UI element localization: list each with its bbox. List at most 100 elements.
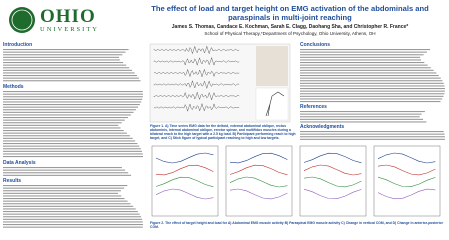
text-line: [3, 216, 142, 218]
emg-trace: [153, 45, 240, 55]
text-line: [300, 56, 421, 58]
text-line: [3, 135, 130, 137]
text-line: [3, 96, 143, 98]
section-heading: Acknowledgments: [300, 124, 345, 130]
text-line: [3, 153, 143, 155]
logo-seal-ring: [11, 9, 33, 31]
artwork: [3, 7, 445, 228]
text-line: [300, 95, 444, 97]
text-line: [300, 101, 441, 103]
text-line: [300, 67, 431, 69]
figure-2-line: [229, 176, 288, 188]
figure-2-line: [155, 164, 214, 176]
text-line: [300, 49, 431, 51]
figure-2-line: [377, 164, 436, 176]
text-line: [3, 226, 143, 228]
text-line: [3, 117, 128, 119]
text-line: [3, 59, 120, 61]
text-line: [3, 127, 121, 129]
figure-2-caption: Figure 2. The effect of target height an…: [150, 221, 443, 229]
figure-2-line: [229, 188, 288, 200]
text-line: [300, 64, 428, 66]
text-line: [3, 150, 142, 152]
text-line: [3, 172, 129, 174]
text-line: [3, 98, 143, 100]
figure-2-line: [155, 176, 214, 188]
text-line: [3, 169, 126, 171]
text-line: [3, 64, 127, 66]
text-line: [3, 224, 143, 226]
section-heading: Data Analysis: [3, 160, 36, 166]
figure-2-line: [377, 188, 436, 200]
figure-2-line: [303, 164, 362, 176]
text-line: [3, 54, 123, 56]
text-line: [300, 72, 437, 74]
figure-2-panel: [225, 145, 293, 217]
text-line: [3, 137, 133, 139]
text-line: [300, 80, 443, 82]
text-line: [3, 185, 128, 187]
figure-2-line: [303, 188, 362, 200]
figure-2-line: [229, 152, 288, 164]
text-line: [300, 77, 441, 79]
text-line: [3, 130, 124, 132]
section-heading: Conclusions: [300, 42, 331, 48]
text-line: [300, 93, 445, 95]
text-line: [3, 174, 132, 176]
text-line: [3, 114, 131, 116]
emg-trace: [153, 80, 240, 90]
section-heading: Results: [3, 178, 22, 184]
text-line: [3, 195, 122, 197]
text-line: [3, 205, 134, 207]
text-line: [3, 167, 122, 169]
text-line: [300, 113, 422, 115]
figure-2-line: [303, 176, 362, 188]
text-line: [300, 98, 443, 100]
emg-trace: [153, 103, 240, 112]
text-line: [3, 140, 136, 142]
text-line: [300, 88, 445, 90]
text-line: [3, 49, 129, 51]
text-line: [3, 187, 125, 189]
text-line: [3, 51, 126, 53]
text-line: [3, 106, 139, 108]
text-line: [3, 101, 142, 103]
text-line: [3, 211, 138, 213]
figure-2-line: [377, 176, 436, 188]
figure-2-line: [155, 188, 214, 200]
logo-word: OHIO: [40, 6, 96, 27]
text-line: [300, 118, 424, 120]
text-line: [3, 213, 140, 215]
logo-seal: [9, 7, 35, 33]
text-line: [300, 116, 420, 118]
text-line: [3, 122, 122, 124]
poster: OHIO UNIVERSITY The effect of load and t…: [3, 4, 445, 229]
text-line: [3, 132, 127, 134]
stick-figure: [265, 91, 285, 117]
text-line: [3, 109, 136, 111]
figure-1-caption: Figure 1. A) Time series EMG data for th…: [150, 124, 296, 140]
text-line: [300, 121, 427, 123]
text-line: [300, 111, 425, 113]
text-line: [3, 104, 140, 106]
logo-subtitle: UNIVERSITY: [40, 26, 99, 33]
section-heading: References: [300, 104, 327, 110]
text-line: [3, 80, 141, 82]
text-line: [300, 85, 445, 87]
text-line: [3, 190, 121, 192]
text-line: [3, 208, 136, 210]
emg-trace: [153, 68, 240, 78]
figure-1-stick-figure: [255, 87, 289, 121]
text-line: [3, 148, 141, 150]
figure-2-line: [155, 152, 214, 164]
text-line: [300, 69, 434, 71]
text-line: [300, 54, 424, 56]
text-line: [3, 218, 143, 220]
figure-2-line: [377, 152, 436, 164]
section-heading: Methods: [3, 84, 24, 90]
text-line: [3, 77, 139, 79]
text-line: [3, 203, 131, 205]
figure-2-line: [229, 164, 288, 176]
text-line: [3, 156, 143, 158]
text-line: [300, 75, 439, 77]
